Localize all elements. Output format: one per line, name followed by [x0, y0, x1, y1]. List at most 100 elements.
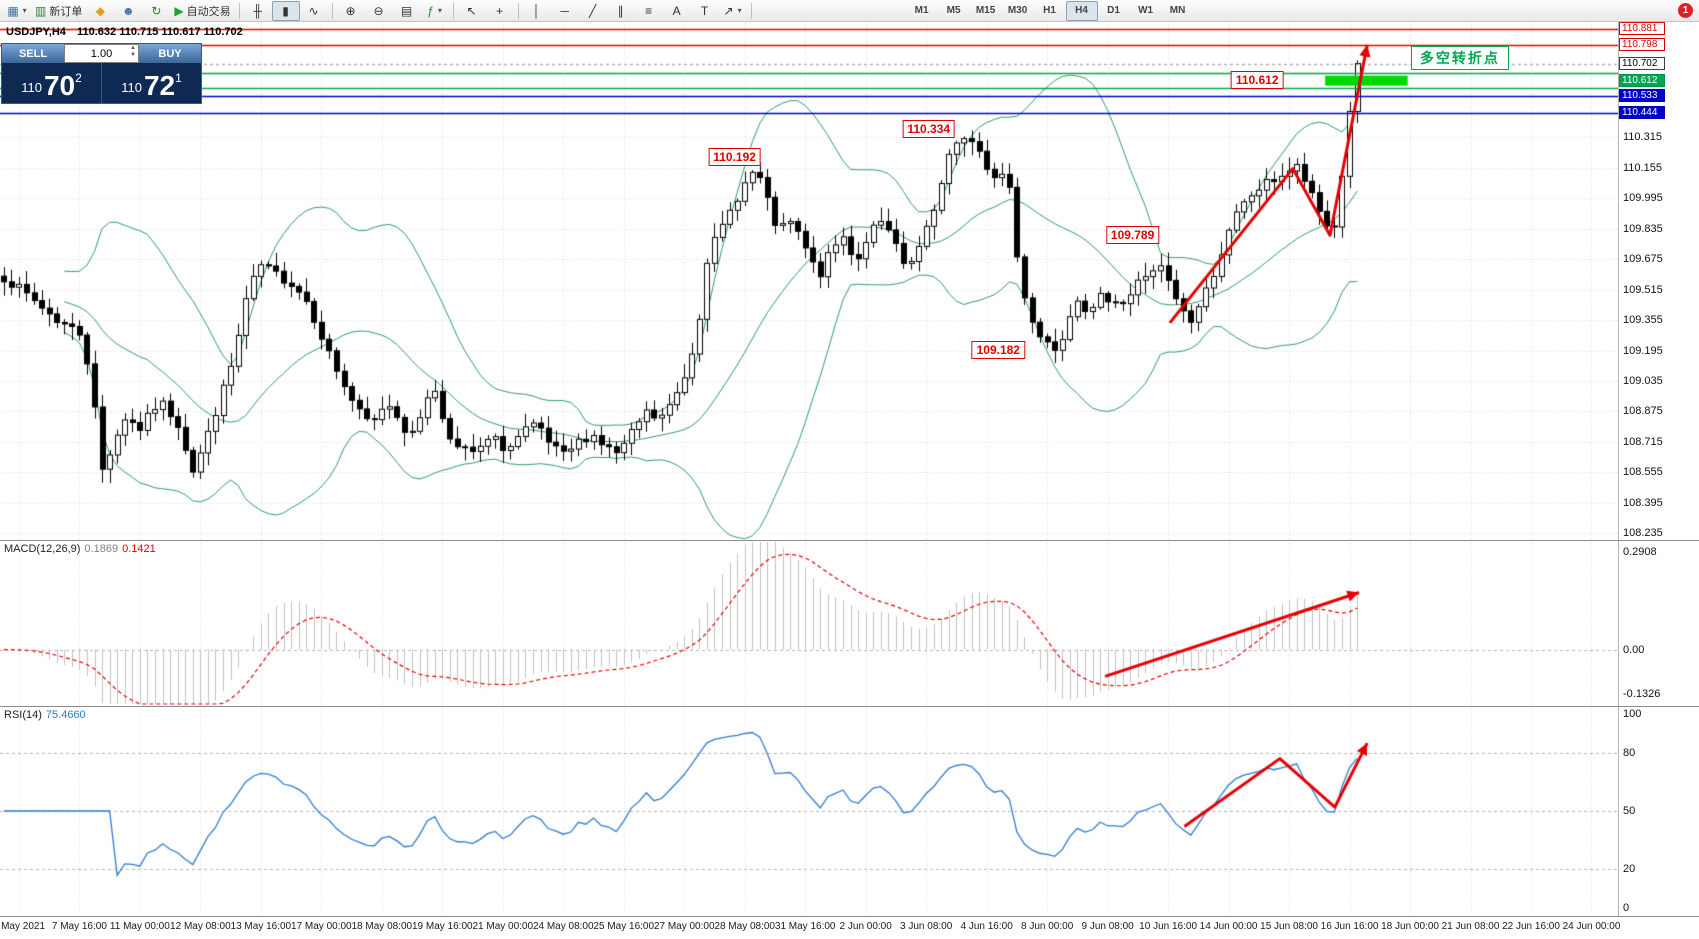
- bar-chart-icon[interactable]: ╫: [244, 1, 272, 21]
- equidistant-channel-icon[interactable]: ∥: [607, 1, 635, 21]
- cursor-icon[interactable]: ↖: [458, 1, 486, 21]
- price-axis-label: 108.395: [1623, 496, 1663, 509]
- price-tag-110.702[interactable]: 110.702: [1619, 56, 1665, 70]
- toolbar: ▦ ▾ ▥ 新订单 ◆ ☻ ↻ ▶ 自动交易 ╫ ▮ ∿ ⊕ ⊖ ▤ ƒ ▾ ↖ + │ ─ ╱ ∥ ≡ A T ↗ ▾ M1 M5 M15…: [0, 0, 1699, 22]
- tile-windows-icon-glyph: ▤: [400, 3, 413, 18]
- price-annotation-110.612[interactable]: 110.612: [1230, 71, 1284, 90]
- refresh-icon[interactable]: ↻: [142, 1, 170, 21]
- turning-point-label[interactable]: 多空转折点: [1410, 46, 1509, 71]
- timeframe-d1-button[interactable]: D1: [1098, 1, 1130, 21]
- time-axis-label: 21 Jun 08:00: [1441, 921, 1500, 932]
- horizontal-line-icon[interactable]: ─: [551, 1, 579, 21]
- crosshair-icon[interactable]: +: [486, 1, 514, 21]
- macd-indicator-label: MACD(12,26,9) 0.1869 0.1421: [4, 543, 156, 555]
- indicators-icon-dropdown[interactable]: ▾: [437, 6, 442, 15]
- candlestick-icon[interactable]: ▮: [271, 0, 300, 21]
- text-label-icon-glyph: T: [700, 3, 709, 18]
- mql5-diamond-icon-glyph: ◆: [95, 3, 105, 18]
- price-axis-label: 109.675: [1623, 253, 1663, 266]
- price-tag-110.444[interactable]: 110.444: [1619, 105, 1665, 119]
- time-axis-label: 14 Jun 00:00: [1199, 921, 1258, 932]
- equidistant-channel-icon-glyph: ∥: [617, 3, 624, 18]
- macd-axis-label: -0.1326: [1623, 688, 1661, 700]
- profile-icon[interactable]: ☻: [114, 1, 142, 21]
- timeframe-m30-button[interactable]: M30: [1002, 1, 1034, 21]
- volume-input[interactable]: 1.00 ▲ ▼: [64, 44, 139, 63]
- sell-price-prefix: 110: [21, 80, 42, 95]
- macd-canvas[interactable]: [0, 540, 1618, 706]
- chart-window-icon[interactable]: ▦ ▾: [3, 1, 31, 21]
- time-axis-label: 21 May 00:00: [472, 921, 534, 932]
- price-annotation-109.789[interactable]: 109.789: [1105, 226, 1160, 245]
- new-order-button-glyph: ▥: [35, 3, 47, 18]
- price-annotation-109.182[interactable]: 109.182: [971, 340, 1025, 359]
- timeframe-m5-button[interactable]: M5: [938, 1, 970, 21]
- text-icon[interactable]: A: [663, 1, 691, 21]
- line-chart-icon-glyph: ∿: [308, 3, 319, 18]
- autotrade-button[interactable]: ▶ 自动交易: [170, 1, 234, 21]
- rsi-panel-divider[interactable]: [0, 706, 1699, 707]
- price-tag-110.881[interactable]: 110.881: [1619, 22, 1665, 36]
- macd-axis-label: 0.2908: [1623, 546, 1657, 558]
- timeframe-m30-button-label: M30: [1007, 5, 1028, 16]
- arrows-tool-icon-dropdown[interactable]: ▾: [737, 6, 742, 15]
- bar-chart-icon-glyph: ╫: [253, 3, 262, 18]
- sell-price-big: 70: [43, 70, 76, 101]
- price-axis-label: 109.355: [1623, 314, 1663, 327]
- rsi-canvas[interactable]: [0, 706, 1618, 916]
- time-axis-label: 9 Jun 08:00: [1081, 921, 1134, 932]
- vertical-line-icon[interactable]: │: [523, 1, 551, 21]
- buy-button[interactable]: BUY: [139, 44, 201, 63]
- buy-price-sup: 1: [175, 71, 182, 85]
- time-axis-label: 31 May 16:00: [774, 921, 836, 932]
- text-label-icon[interactable]: T: [691, 1, 719, 21]
- chart-window-icon-dropdown[interactable]: ▾: [22, 6, 27, 15]
- indicators-icon[interactable]: ƒ ▾: [421, 1, 449, 21]
- autotrade-button-label: 自动交易: [186, 5, 231, 18]
- sell-button[interactable]: SELL: [2, 44, 64, 63]
- sell-price[interactable]: 110 70 2: [2, 63, 101, 103]
- rsi-axis-label: 80: [1623, 746, 1636, 759]
- timeframe-h4-button[interactable]: H4: [1065, 0, 1098, 21]
- price-axis-label: 109.515: [1623, 283, 1663, 296]
- price-chart-canvas[interactable]: [0, 22, 1618, 540]
- price-annotation-110.334[interactable]: 110.334: [902, 119, 956, 138]
- zoom-out-icon[interactable]: ⊖: [365, 1, 393, 21]
- timeframe-h1-button[interactable]: H1: [1034, 1, 1066, 21]
- time-axis-label: 3 Jun 08:00: [900, 921, 953, 932]
- zoom-in-icon[interactable]: ⊕: [337, 1, 365, 21]
- volume-down-button[interactable]: ▼: [130, 52, 136, 58]
- price-tag-110.798[interactable]: 110.798: [1619, 38, 1665, 52]
- new-order-button-label: 新订单: [49, 5, 83, 18]
- price-annotation-110.192[interactable]: 110.192: [708, 148, 761, 167]
- timeframe-mn-button[interactable]: MN: [1162, 1, 1194, 21]
- trendline-icon-glyph: ╱: [588, 3, 597, 18]
- price-tag-110.612[interactable]: 110.612: [1619, 73, 1665, 87]
- timeframe-m15-button[interactable]: M15: [970, 1, 1002, 21]
- buy-price[interactable]: 110 72 1: [101, 63, 201, 103]
- price-axis-label: 108.875: [1623, 405, 1663, 418]
- price-tag-110.533[interactable]: 110.533: [1619, 88, 1665, 102]
- chart-symbol-header: USDJPY,H4 110.632 110.715 110.617 110.70…: [6, 26, 243, 38]
- time-axis-label: 18 Jun 00:00: [1381, 921, 1439, 932]
- new-order-button[interactable]: ▥ 新订单: [31, 1, 86, 21]
- timeframe-w1-button[interactable]: W1: [1130, 1, 1162, 21]
- volume-up-button[interactable]: ▲: [130, 45, 136, 51]
- toolbar-separator: [517, 2, 519, 19]
- line-chart-icon[interactable]: ∿: [300, 1, 328, 21]
- mql5-diamond-icon[interactable]: ◆: [86, 1, 114, 21]
- price-axis-label: 109.995: [1623, 192, 1663, 205]
- arrows-tool-icon[interactable]: ↗ ▾: [719, 1, 747, 21]
- price-axis-divider: [1618, 22, 1619, 916]
- price-axis-label: 110.315: [1623, 131, 1662, 144]
- trendline-icon[interactable]: ╱: [579, 1, 607, 21]
- macd-panel-divider[interactable]: [0, 540, 1699, 541]
- timeframe-m1-button[interactable]: M1: [906, 1, 938, 21]
- tile-windows-icon[interactable]: ▤: [393, 1, 421, 21]
- cursor-icon-glyph: ↖: [466, 3, 477, 18]
- notification-badge[interactable]: 1: [1678, 3, 1693, 18]
- toolbar-separator: [238, 2, 240, 19]
- fibonacci-icon[interactable]: ≡: [635, 1, 663, 21]
- volume-spinner: ▲ ▼: [130, 45, 136, 59]
- time-axis-label: 7 May 16:00: [51, 921, 107, 932]
